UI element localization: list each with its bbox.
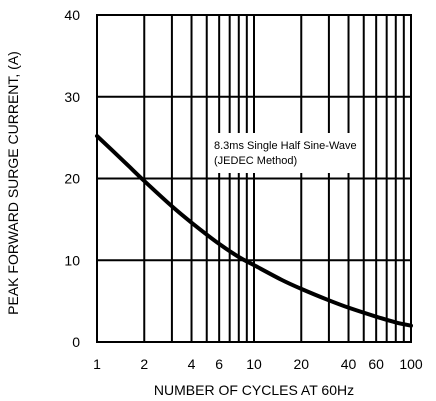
series-curve — [95, 133, 413, 328]
y-tick-label: 10 — [64, 252, 80, 268]
x-tick-label: 10 — [246, 356, 262, 372]
grid-lines — [97, 15, 411, 342]
annotation-line-2: (JEDEC Method) — [214, 155, 297, 167]
x-tick-label: 100 — [399, 356, 423, 372]
y-tick-label: 40 — [64, 7, 80, 23]
annotation-box — [210, 133, 362, 173]
x-tick-label: 60 — [368, 356, 384, 372]
y-tick-label: 30 — [64, 89, 80, 105]
y-tick-label: 0 — [72, 334, 80, 350]
annotation-line-1: 8.3ms Single Half Sine-Wave — [214, 140, 357, 152]
x-tick-label: 40 — [341, 356, 357, 372]
x-tick-label: 4 — [188, 356, 196, 372]
y-tick-label: 20 — [64, 171, 80, 187]
x-tick-label: 6 — [215, 356, 223, 372]
x-tick-labels: 1 2 4 6 10 20 40 60 100 — [93, 356, 423, 372]
x-tick-label: 1 — [93, 356, 101, 372]
x-tick-label: 20 — [293, 356, 309, 372]
y-tick-labels: 0 10 20 30 40 — [64, 7, 80, 350]
x-axis-label: NUMBER OF CYCLES AT 60Hz — [154, 382, 354, 398]
x-tick-label: 2 — [140, 356, 148, 372]
plot-frame — [96, 14, 412, 343]
y-axis-label: PEAK FORWARD SURGE CURRENT, (A) — [5, 51, 21, 315]
